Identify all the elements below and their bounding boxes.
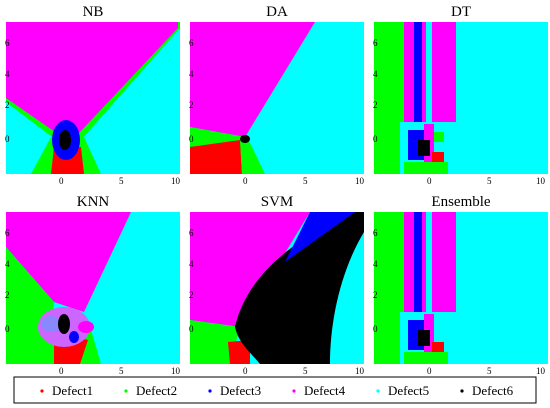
region-defect5-strip	[426, 212, 432, 312]
legend-marker-defect1	[40, 389, 43, 392]
region-defect2-bottom	[404, 162, 448, 174]
ytick-4: 4	[189, 69, 194, 79]
region-defect6	[418, 330, 430, 346]
legend-marker-defect2	[124, 389, 127, 392]
xtick-0: 0	[427, 366, 432, 376]
xtick-0: 0	[243, 366, 248, 376]
xtick-0: 0	[59, 176, 64, 186]
ytick-0: 0	[5, 324, 10, 334]
region-defect3-strip	[414, 212, 422, 312]
legend-label-defect5: Defect5	[388, 383, 429, 398]
xtick-10: 10	[536, 176, 546, 186]
panel-title-ensemble: Ensemble	[431, 194, 490, 210]
legend-marker-defect5	[376, 389, 379, 392]
ytick-4: 4	[5, 69, 10, 79]
plot-area-ensemble	[374, 212, 548, 364]
plot-area-da	[190, 22, 364, 174]
ytick-0: 0	[5, 134, 10, 144]
legend: Defect1 Defect2 Defect3 Defect4 Defect5 …	[14, 377, 536, 403]
ytick-2: 2	[189, 290, 194, 300]
region-defect6	[240, 135, 250, 143]
ytick-4: 4	[5, 259, 10, 269]
panel-title-nb: NB	[83, 4, 104, 20]
ytick-2: 2	[5, 100, 10, 110]
region-defect5-strip	[426, 22, 432, 122]
ytick-2: 2	[189, 100, 194, 110]
ytick-0: 0	[189, 324, 194, 334]
ytick-6: 6	[5, 38, 10, 48]
region-defect6	[59, 130, 71, 150]
region-defect3-strip	[414, 22, 422, 122]
legend-label-defect4: Defect4	[304, 383, 346, 398]
xtick-10: 10	[355, 176, 365, 186]
panel-knn: KNN 6 4 2 0 0 5 10	[5, 194, 181, 376]
panel-dt: DT 6 4 2 0 0 5 10	[373, 4, 548, 186]
region-defect6	[58, 314, 70, 334]
xtick-5: 5	[487, 366, 492, 376]
ytick-6: 6	[189, 38, 194, 48]
region-defect1	[432, 152, 444, 162]
panel-title-da: DA	[266, 4, 288, 20]
panel-title-knn: KNN	[77, 194, 110, 210]
xtick-0: 0	[427, 176, 432, 186]
xtick-5: 5	[487, 176, 492, 186]
ytick-0: 0	[373, 134, 378, 144]
ytick-4: 4	[189, 259, 194, 269]
ytick-0: 0	[189, 134, 194, 144]
region-defect2-lower	[374, 312, 400, 364]
legend-marker-defect6	[460, 389, 463, 392]
region-defect2-bottom	[404, 352, 448, 364]
legend-marker-defect4	[292, 389, 295, 392]
plot-area-svm	[190, 212, 364, 364]
region-defect4-blob	[78, 321, 94, 333]
ytick-6: 6	[5, 228, 10, 238]
legend-label-defect2: Defect2	[136, 383, 177, 398]
xtick-0: 0	[59, 366, 64, 376]
ytick-2: 2	[373, 290, 378, 300]
ytick-2: 2	[5, 290, 10, 300]
panel-svm: SVM 6 4 2 0 0 5 10	[189, 194, 365, 376]
xtick-10: 10	[171, 366, 181, 376]
ytick-4: 4	[373, 69, 378, 79]
legend-label-defect3: Defect3	[220, 383, 261, 398]
region-defect2-patch	[434, 132, 444, 142]
ytick-6: 6	[189, 228, 194, 238]
region-defect3	[69, 331, 79, 343]
plot-area-dt	[374, 22, 548, 174]
xtick-5: 5	[119, 366, 124, 376]
xtick-10: 10	[355, 366, 365, 376]
panel-title-dt: DT	[451, 4, 471, 20]
xtick-5: 5	[303, 176, 308, 186]
region-defect2-lower	[374, 122, 400, 174]
xtick-10: 10	[171, 176, 181, 186]
panel-ensemble: Ensemble 6 4 2 0 0 5 10	[373, 194, 548, 376]
ytick-6: 6	[373, 228, 378, 238]
panel-da: DA 6 4 2 0 0 5 10	[189, 4, 365, 186]
legend-marker-defect3	[208, 389, 211, 392]
xtick-5: 5	[303, 366, 308, 376]
panel-title-svm: SVM	[261, 194, 294, 210]
ytick-2: 2	[373, 100, 378, 110]
region-defect1	[432, 342, 444, 352]
ytick-0: 0	[373, 324, 378, 334]
ytick-6: 6	[373, 38, 378, 48]
legend-label-defect6: Defect6	[472, 383, 514, 398]
xtick-10: 10	[536, 366, 546, 376]
plot-area-nb	[6, 22, 180, 174]
ytick-4: 4	[373, 259, 378, 269]
plot-area-knn	[6, 212, 180, 364]
xtick-5: 5	[119, 176, 124, 186]
xtick-0: 0	[243, 176, 248, 186]
legend-label-defect1: Defect1	[52, 383, 93, 398]
region-defect6	[418, 140, 430, 156]
panel-nb: NB 6 4 2 0 0 5 10	[5, 4, 181, 186]
